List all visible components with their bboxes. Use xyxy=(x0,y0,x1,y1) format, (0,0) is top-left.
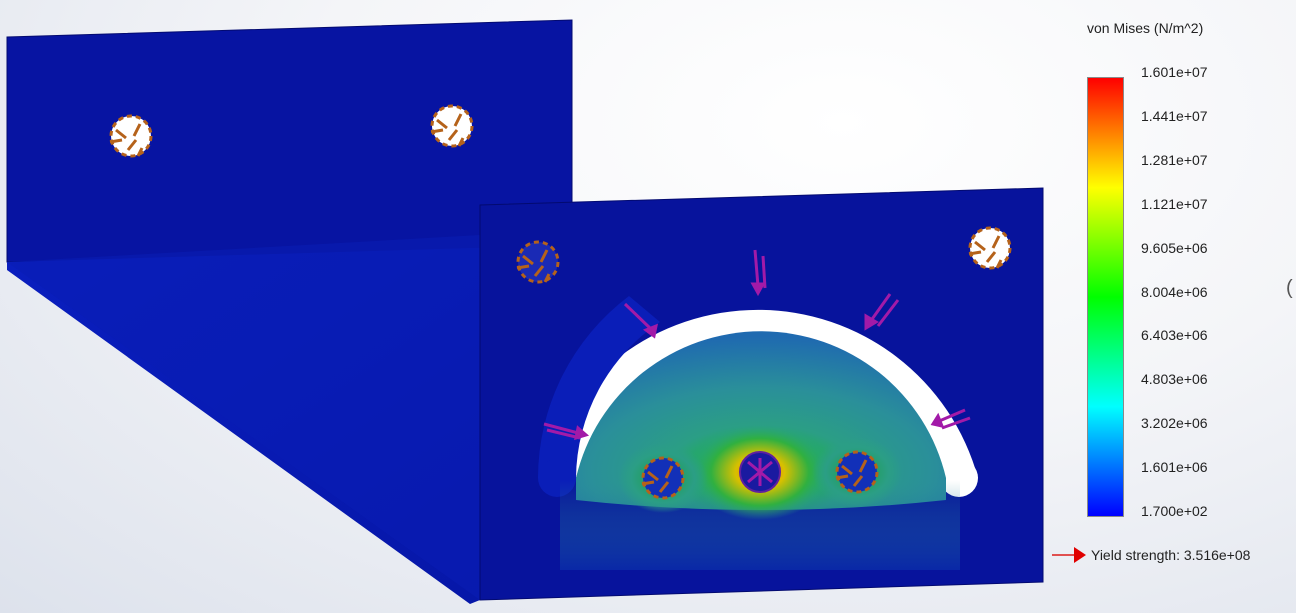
yield-line xyxy=(1052,554,1074,556)
colorbar-tick-label: 3.202e+06 xyxy=(1141,415,1208,432)
stress-colorbar xyxy=(1087,77,1124,517)
colorbar-tick-label: 1.441e+07 xyxy=(1141,107,1208,124)
edge-partial-glyph: ( xyxy=(1286,277,1293,299)
force-arrows-hub xyxy=(747,458,773,486)
yield-arrow-icon xyxy=(1074,547,1086,563)
arc-slot-blue-segment xyxy=(538,296,660,478)
fixture-back-right xyxy=(430,104,474,148)
fixed-geometry-icon xyxy=(109,104,1012,500)
arc-slot xyxy=(538,309,978,478)
colorbar-tick-label: 1.281e+07 xyxy=(1141,151,1208,168)
yield-strength-indicator: Yield strength: 3.516e+08 xyxy=(1052,545,1250,565)
force-arrow-right xyxy=(930,408,971,430)
colorbar-tick-label: 1.601e+07 xyxy=(1141,64,1208,80)
colorbar-tick-label: 1.601e+06 xyxy=(1141,459,1208,476)
applied-force-icon xyxy=(543,249,971,486)
mount-hole-front-right xyxy=(970,228,1010,268)
colorbar-tick-label: 4.803e+06 xyxy=(1141,371,1208,388)
mount-hole-back-right xyxy=(432,106,472,146)
fixture-bolt-right xyxy=(835,450,879,494)
colorbar-tick-label: 1.121e+07 xyxy=(1141,195,1208,212)
legend-title: von Mises (N/m^2) xyxy=(1087,20,1204,36)
bolt-hole-right xyxy=(837,452,877,492)
colorbar-tick-label: 6.403e+06 xyxy=(1141,327,1208,344)
bottom-face-shadow xyxy=(7,235,480,600)
colorbar-tick-label: 1.700e+02 xyxy=(1141,503,1208,519)
mount-hole-front-left xyxy=(518,242,558,282)
fixture-back-left xyxy=(109,114,153,158)
bolt-hole-left xyxy=(643,458,683,498)
yield-strength-label: Yield strength: 3.516e+08 xyxy=(1091,547,1251,563)
force-arrow-top xyxy=(750,249,767,297)
force-arrow-upper-left xyxy=(623,302,659,339)
force-arrow-upper-right xyxy=(864,293,900,331)
colorbar-tick-label: 9.605e+06 xyxy=(1141,239,1208,256)
mount-hole-back-left xyxy=(111,116,151,156)
fixture-front-right xyxy=(968,226,1012,270)
fixture-bolt-left xyxy=(641,456,685,500)
colorbar-tick-label: 8.004e+06 xyxy=(1141,283,1208,300)
force-arrow-left xyxy=(543,422,590,441)
fixture-front-left xyxy=(516,240,560,284)
